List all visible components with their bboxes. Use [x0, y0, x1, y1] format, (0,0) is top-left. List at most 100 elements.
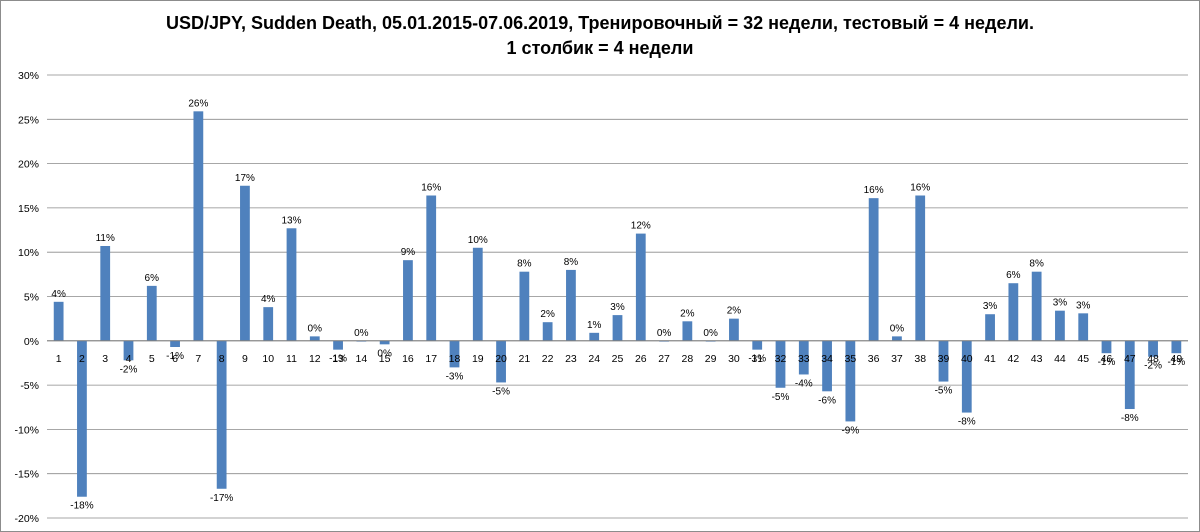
y-tick-label: -20% [14, 513, 39, 525]
data-label: 3% [1076, 300, 1091, 311]
data-label: 0% [354, 328, 369, 339]
x-tick-label: 2 [79, 353, 85, 365]
x-tick-label: 12 [309, 353, 321, 365]
y-tick-label: 15% [18, 203, 39, 215]
bar [682, 321, 693, 341]
data-labels: 4%-18%11%-2%6%-1%26%-17%17%4%13%0%-1%0%0… [51, 98, 1185, 511]
bar [566, 269, 576, 341]
bar [845, 340, 856, 422]
y-tick-label: 20% [18, 159, 39, 171]
x-tick-label: 3 [102, 353, 108, 365]
data-label: -3% [446, 371, 464, 382]
bar [868, 198, 879, 341]
x-tick-label: 30 [728, 353, 740, 365]
x-tick-label: 4 [126, 353, 132, 365]
x-tick-label: 23 [565, 353, 577, 365]
data-label: -5% [772, 392, 790, 403]
bar [449, 340, 460, 368]
data-label: 9% [401, 247, 416, 258]
bar [170, 340, 180, 348]
y-tick-label: -5% [20, 380, 39, 392]
data-label: 8% [1029, 259, 1044, 270]
data-label: -8% [958, 417, 976, 428]
data-label: 26% [188, 98, 208, 109]
x-tick-label: 32 [775, 353, 787, 365]
data-label: 4% [51, 289, 66, 300]
x-tick-label: 36 [868, 353, 880, 365]
x-tick-label: 38 [914, 353, 926, 365]
x-tick-label: 31 [751, 353, 763, 365]
x-tick-label: 39 [938, 353, 950, 365]
data-label: 13% [281, 215, 301, 226]
data-label: -9% [841, 425, 859, 436]
x-tick-label: 28 [682, 353, 694, 365]
x-tick-label: 48 [1147, 353, 1159, 365]
bar [612, 315, 623, 341]
data-label: 0% [377, 348, 392, 359]
data-label: -1% [166, 351, 184, 362]
data-label: 10% [468, 235, 488, 246]
bar [752, 340, 763, 350]
bar [729, 318, 739, 341]
bar [426, 195, 437, 341]
x-tick-label: 43 [1031, 353, 1043, 365]
data-label: 16% [910, 182, 930, 193]
x-tick-label: 21 [519, 353, 531, 365]
bar [193, 111, 204, 341]
x-tick-label: 34 [821, 353, 833, 365]
bar [798, 340, 809, 375]
x-tick-label: 8 [219, 353, 225, 365]
data-label: -2% [120, 364, 138, 375]
bar [123, 340, 134, 361]
x-tick-label: 7 [195, 353, 201, 365]
bar [472, 247, 483, 341]
x-tick-label: 25 [612, 353, 624, 365]
bar [1171, 340, 1182, 354]
y-tick-label: 5% [24, 292, 39, 304]
data-label: 3% [983, 301, 998, 312]
bar [961, 340, 972, 413]
data-label: 1% [587, 320, 602, 331]
x-tick-label: 13 [332, 353, 344, 365]
y-axis-ticks: 30% 25% 20% 15% 10% 5% 0% -5% -10% -15% -20% [14, 70, 39, 525]
data-label: 2% [540, 309, 555, 320]
x-tick-label: 5 [149, 353, 155, 365]
y-tick-label: -10% [14, 424, 39, 436]
bar [77, 340, 87, 497]
x-tick-label: 29 [705, 353, 717, 365]
data-label: 16% [864, 185, 884, 196]
data-label: 0% [703, 328, 718, 339]
data-label: 6% [145, 273, 160, 284]
x-tick-label: 19 [472, 353, 484, 365]
x-tick-label: 18 [449, 353, 461, 365]
bar [1055, 310, 1065, 341]
bar [635, 233, 646, 341]
bar [1008, 283, 1019, 341]
x-tick-label: 10 [262, 353, 274, 365]
bar [589, 332, 600, 341]
x-tick-label: 24 [588, 353, 600, 365]
x-axis-ticks: 1 2 3 4 5 6 7 8 9 10 11 12 13 14 15 16 17 18 19 20 21 22 23 24 2… [56, 353, 1183, 365]
data-label: 12% [631, 221, 651, 232]
x-tick-label: 49 [1171, 353, 1183, 365]
y-tick-label: 30% [18, 70, 39, 82]
bar [240, 185, 250, 341]
x-tick-label: 46 [1101, 353, 1113, 365]
bar [496, 340, 506, 383]
bar [1124, 340, 1135, 410]
x-tick-label: 11 [286, 353, 297, 365]
bar [1078, 313, 1089, 341]
x-tick-label: 17 [425, 353, 437, 365]
x-tick-label: 45 [1077, 353, 1089, 365]
x-tick-label: 40 [961, 353, 973, 365]
x-tick-label: 33 [798, 353, 810, 365]
data-label: -4% [795, 378, 813, 389]
y-tick-label: 25% [18, 114, 39, 126]
data-label: 6% [1006, 270, 1021, 281]
data-label: 0% [657, 328, 672, 339]
x-tick-label: 1 [56, 353, 62, 365]
x-tick-label: 15 [379, 353, 391, 365]
data-label: 8% [517, 259, 532, 270]
data-label: 4% [261, 294, 276, 305]
